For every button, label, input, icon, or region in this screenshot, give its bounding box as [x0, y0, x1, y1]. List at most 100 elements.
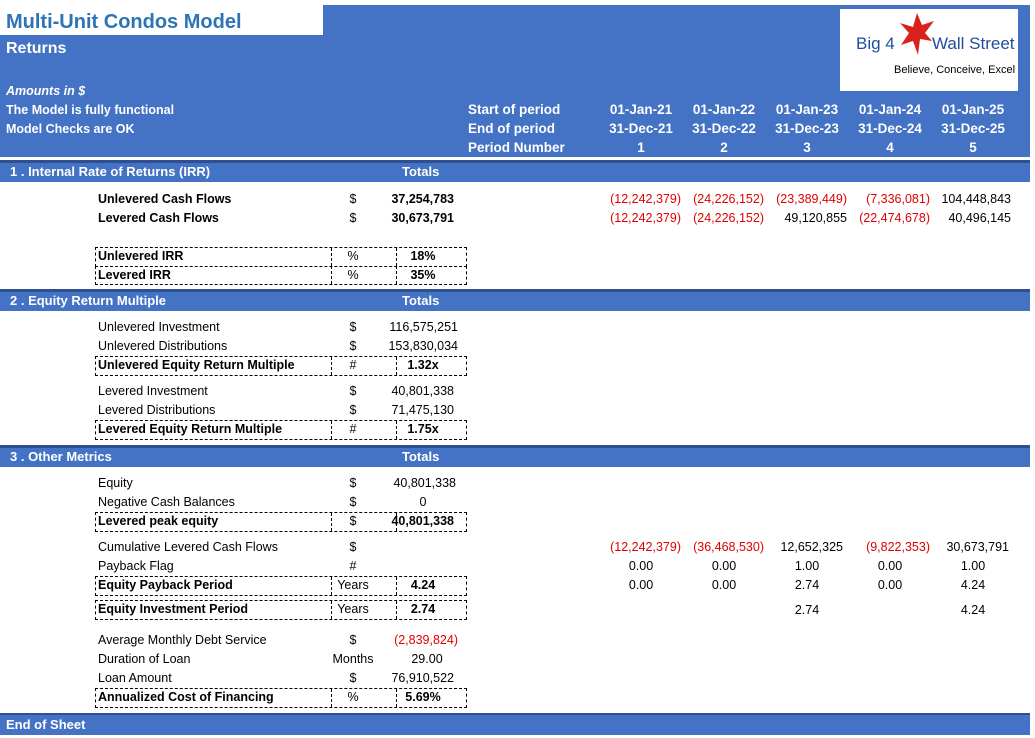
- functional-note: The Model is fully functional: [6, 103, 175, 117]
- levered-investment-label: Levered Investment: [98, 384, 208, 398]
- cumulative-cf-p5: 30,673,791: [946, 540, 1009, 554]
- levered-cf-unit: $: [349, 211, 357, 225]
- payback-flag-unit: #: [349, 559, 357, 573]
- page-title: Multi-Unit Condos Model: [6, 11, 242, 33]
- unlevered-cf-p3: (23,389,449): [776, 192, 847, 206]
- period-end-5: 31-Dec-25: [941, 121, 1005, 136]
- debt-service-total: (2,839,824): [394, 633, 458, 647]
- levered-multiple-unit: #: [349, 422, 357, 436]
- equity-label: Equity: [98, 476, 133, 490]
- cumulative-cf-p2: (36,468,530): [693, 540, 764, 554]
- payback-flag-p3: 1.00: [794, 559, 820, 573]
- period-num-5: 5: [969, 140, 977, 155]
- end-period-label: End of period: [468, 121, 555, 136]
- period-end-4: 31-Dec-24: [858, 121, 922, 136]
- payback-period-label: Equity Payback Period: [98, 578, 233, 592]
- negative-cash-total: 0: [419, 495, 427, 509]
- payback-flag-label: Payback Flag: [98, 559, 174, 573]
- levered-multiple-label: Levered Equity Return Multiple: [98, 422, 283, 436]
- section-other-header: 3 . Other Metrics Totals: [0, 445, 1030, 467]
- unlevered-distributions-label: Unlevered Distributions: [98, 339, 228, 353]
- section-title: 3 . Other Metrics: [10, 449, 112, 464]
- period-end-3: 31-Dec-23: [775, 121, 839, 136]
- unlevered-multiple-value: 1.32x: [407, 358, 439, 372]
- title-box: Multi-Unit Condos Model: [0, 5, 323, 35]
- totals-header: Totals: [402, 293, 440, 308]
- period-start-4: 01-Jan-24: [858, 102, 922, 117]
- end-of-sheet-label: End of Sheet: [6, 717, 86, 732]
- cumulative-cf-p3: 12,652,325: [780, 540, 843, 554]
- unlevered-cf-unit: $: [349, 192, 357, 206]
- levered-cf-total: 30,673,791: [391, 211, 454, 225]
- investment-period-box: [95, 600, 467, 620]
- cumulative-cf-unit: $: [349, 540, 357, 554]
- logo-text-right: Wall Street: [932, 34, 1015, 53]
- unlevered-irr-unit: %: [347, 249, 359, 263]
- unlevered-investment-label: Unlevered Investment: [98, 320, 220, 334]
- unlevered-cf-p4: (7,336,081): [866, 192, 930, 206]
- period-end-2: 31-Dec-22: [692, 121, 756, 136]
- levered-cf-label: Levered Cash Flows: [98, 211, 219, 225]
- cumulative-cf-label: Cumulative Levered Cash Flows: [98, 540, 278, 554]
- payback-flag-p5: 1.00: [960, 559, 986, 573]
- period-number-label: Period Number: [468, 140, 565, 155]
- payback-period-p2: 0.00: [711, 578, 737, 592]
- loan-duration-unit: Months: [332, 652, 374, 666]
- levered-cf-p1: (12,242,379): [610, 211, 681, 225]
- loan-duration-total: 29.00: [411, 652, 443, 666]
- levered-irr-value: 35%: [410, 268, 436, 282]
- negative-cash-label: Negative Cash Balances: [98, 495, 235, 509]
- section-multiple-header: 2 . Equity Return Multiple Totals: [0, 289, 1030, 311]
- payback-flag-p4: 0.00: [877, 559, 903, 573]
- levered-cf-p5: 40,496,145: [948, 211, 1011, 225]
- payback-flag-p1: 0.00: [628, 559, 654, 573]
- eagle-icon: [900, 13, 934, 55]
- levered-irr-label: Levered IRR: [98, 268, 171, 282]
- unlevered-cf-p1: (12,242,379): [610, 192, 681, 206]
- payback-period-p1: 0.00: [628, 578, 654, 592]
- investment-period-total: 2.74: [410, 602, 436, 616]
- unlevered-investment-unit: $: [349, 320, 357, 334]
- peak-equity-unit: $: [349, 514, 357, 528]
- logo-tagline: Believe, Conceive, Excel: [894, 64, 1016, 76]
- period-start-2: 01-Jan-22: [692, 102, 756, 117]
- page-subtitle: Returns: [6, 40, 67, 57]
- cost-financing-total: 5.69%: [405, 690, 441, 704]
- period-num-1: 1: [637, 140, 645, 155]
- payback-period-p4: 0.00: [877, 578, 903, 592]
- levered-investment-unit: $: [349, 384, 357, 398]
- period-start-5: 01-Jan-25: [941, 102, 1005, 117]
- levered-irr-unit: %: [347, 268, 359, 282]
- totals-header: Totals: [402, 164, 440, 179]
- levered-irr-box: [95, 266, 467, 285]
- unlevered-multiple-label: Unlevered Equity Return Multiple: [98, 358, 295, 372]
- brand-logo: Big 4 Wall Street Believe, Conceive, Exc…: [840, 9, 1018, 91]
- payback-period-p3: 2.74: [794, 578, 820, 592]
- period-num-3: 3: [803, 140, 811, 155]
- unlevered-distributions-total: 153,830,034: [388, 339, 458, 353]
- loan-amount-label: Loan Amount: [98, 671, 172, 685]
- negative-cash-unit: $: [349, 495, 357, 509]
- cumulative-cf-p1: (12,242,379): [610, 540, 681, 554]
- levered-cf-p2: (24,226,152): [693, 211, 764, 225]
- loan-amount-total: 76,910,522: [391, 671, 454, 685]
- period-start-1: 01-Jan-21: [609, 102, 673, 117]
- unlevered-multiple-unit: #: [349, 358, 357, 372]
- loan-duration-label: Duration of Loan: [98, 652, 191, 666]
- end-of-sheet-bar: End of Sheet: [0, 713, 1030, 735]
- amounts-note: Amounts in $: [6, 84, 86, 98]
- unlevered-irr-label: Unlevered IRR: [98, 249, 184, 263]
- levered-distributions-total: 71,475,130: [391, 403, 454, 417]
- totals-header: Totals: [402, 449, 440, 464]
- section-irr-header: 1 . Internal Rate of Returns (IRR) Total…: [0, 160, 1030, 182]
- equity-total: 40,801,338: [393, 476, 456, 490]
- unlevered-irr-box: [95, 247, 467, 267]
- period-num-4: 4: [886, 140, 894, 155]
- unlevered-irr-value: 18%: [410, 249, 436, 263]
- investment-period-p5: 4.24: [960, 603, 986, 617]
- period-num-2: 2: [720, 140, 728, 155]
- unlevered-cf-p2: (24,226,152): [693, 192, 764, 206]
- debt-service-unit: $: [349, 633, 357, 647]
- unlevered-cf-p5: 104,448,843: [941, 192, 1011, 206]
- cost-financing-unit: %: [347, 690, 359, 704]
